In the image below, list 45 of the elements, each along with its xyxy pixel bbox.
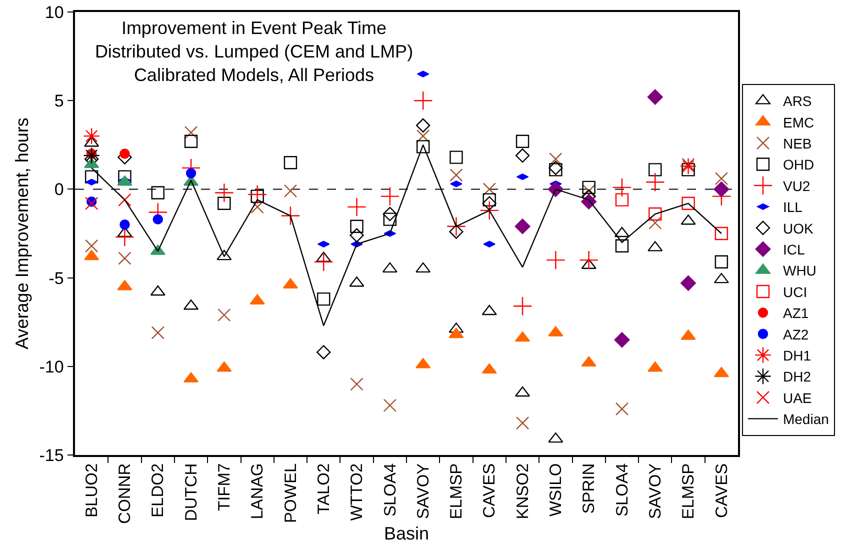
legend-label: UOK bbox=[782, 220, 814, 236]
legend-label: NEB bbox=[782, 136, 812, 152]
x-tick-label: ELMSP bbox=[680, 463, 698, 520]
x-tick-label: WSILO bbox=[547, 463, 566, 517]
legend-label: UCI bbox=[782, 284, 808, 300]
y-tick-label: -15 bbox=[39, 446, 64, 465]
legend-label: ILL bbox=[782, 199, 803, 216]
legend-label: ARS bbox=[782, 93, 812, 110]
y-tick-label: -10 bbox=[39, 357, 64, 376]
legend-label: AZ1 bbox=[782, 305, 809, 322]
x-tick-label: SAVOY bbox=[646, 463, 664, 519]
legend-label: ICL bbox=[782, 242, 805, 258]
y-axis-title: Average Improvement, hours bbox=[12, 118, 32, 350]
legend-label: VU2 bbox=[782, 178, 810, 194]
x-tick-label: POWEL bbox=[282, 463, 300, 523]
x-tick-label: CAVES bbox=[480, 463, 499, 518]
x-tick-label: LANAG bbox=[248, 463, 267, 520]
text: Improvement in Event Peak Time Distributed vs. Lumped (CEM and LMP) Calibrated Models, All Periods bbox=[94, 18, 414, 85]
x-axis-title: Basin bbox=[384, 523, 430, 544]
legend-label: DH2 bbox=[782, 368, 812, 385]
x-tick-label: SPRIN bbox=[580, 463, 598, 514]
y-tick-label: 0 bbox=[54, 180, 64, 200]
x-tick-label: SLOA4 bbox=[613, 463, 632, 517]
x-tick-label: CAVES bbox=[712, 463, 731, 518]
x-tick-label: CONNR bbox=[116, 463, 134, 524]
x-tick-label: KNSO2 bbox=[514, 463, 532, 520]
x-tick-label: SLOA4 bbox=[381, 463, 400, 517]
y-tick-label: 10 bbox=[44, 2, 64, 22]
legend-label: UAE bbox=[782, 390, 812, 406]
legend-label: DH1 bbox=[782, 348, 812, 364]
x-tick-label: BLUO2 bbox=[82, 463, 101, 518]
legend-label: Median bbox=[782, 411, 829, 428]
y-tick-label: -5 bbox=[48, 268, 64, 288]
x-tick-label: WTTO2 bbox=[348, 463, 366, 521]
x-tick-label: TIFM7 bbox=[216, 463, 234, 512]
legend-label: EMC bbox=[782, 114, 814, 130]
y-tick-label: 5 bbox=[54, 92, 64, 111]
x-tick-label: DUTCH bbox=[182, 463, 200, 522]
x-tick-label: TALO2 bbox=[314, 463, 333, 514]
x-tick-label: ELDO2 bbox=[149, 463, 168, 518]
x-tick-label: ELMSP bbox=[448, 463, 466, 520]
legend-label: OHD bbox=[782, 156, 814, 173]
legend-label: WHU bbox=[782, 262, 816, 279]
x-tick-label: SAVOY bbox=[414, 463, 432, 519]
legend-label: AZ2 bbox=[782, 326, 809, 342]
